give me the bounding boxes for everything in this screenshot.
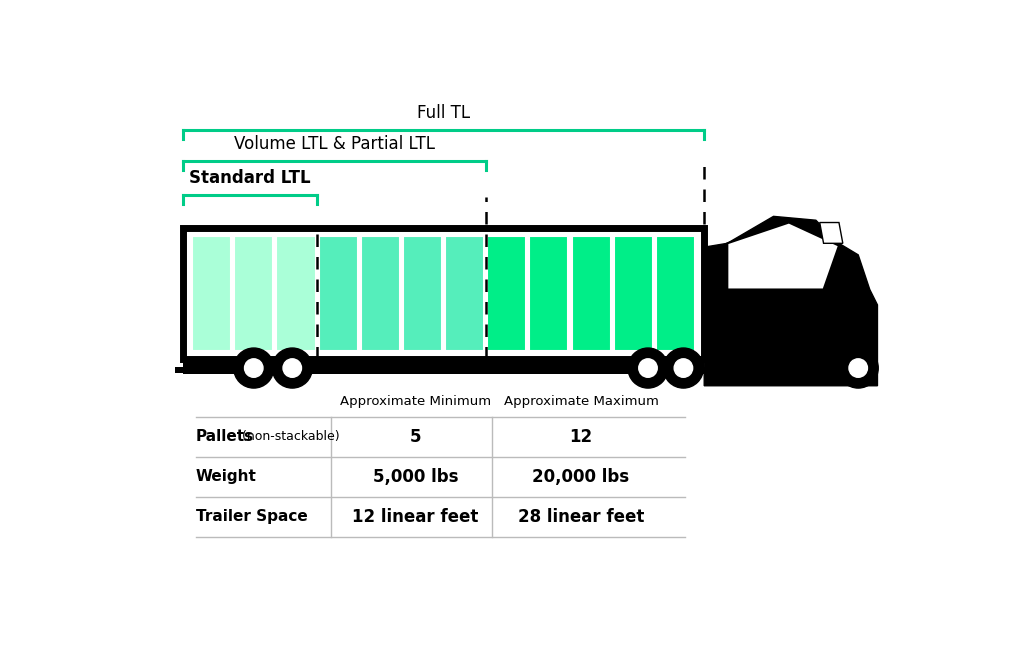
Bar	[571, 236, 610, 351]
Text: 5: 5	[410, 428, 421, 446]
Text: Weight: Weight	[196, 469, 257, 484]
Text: 5,000 lbs: 5,000 lbs	[373, 468, 458, 485]
Text: Approximate Maximum: Approximate Maximum	[504, 395, 658, 408]
Bar	[183, 359, 705, 374]
Circle shape	[283, 359, 301, 377]
Bar	[175, 367, 708, 373]
Polygon shape	[705, 216, 878, 386]
Bar	[234, 236, 273, 351]
Circle shape	[849, 359, 867, 377]
Text: 28 linear feet: 28 linear feet	[518, 507, 644, 526]
Bar	[360, 236, 399, 351]
Bar	[318, 236, 357, 351]
Circle shape	[664, 348, 703, 388]
Bar	[529, 236, 568, 351]
Circle shape	[674, 359, 692, 377]
Text: Standard LTL: Standard LTL	[189, 169, 311, 187]
Text: 12 linear feet: 12 linear feet	[352, 507, 478, 526]
Polygon shape	[727, 222, 839, 290]
Bar	[193, 236, 231, 351]
Text: 12: 12	[569, 428, 593, 446]
Text: 20,000 lbs: 20,000 lbs	[532, 468, 630, 485]
Circle shape	[233, 348, 273, 388]
Bar	[276, 236, 315, 351]
Circle shape	[839, 348, 879, 388]
Circle shape	[628, 348, 668, 388]
Text: Pallets: Pallets	[196, 429, 254, 444]
Bar	[656, 236, 695, 351]
Polygon shape	[819, 222, 843, 243]
Bar	[445, 236, 484, 351]
Bar	[487, 236, 526, 351]
Text: Full TL: Full TL	[417, 104, 470, 122]
Bar	[403, 236, 442, 351]
Text: (non-stackable): (non-stackable)	[238, 430, 340, 443]
Text: Approximate Minimum: Approximate Minimum	[340, 395, 492, 408]
Bar	[183, 228, 705, 359]
Circle shape	[639, 359, 657, 377]
Text: Trailer Space: Trailer Space	[196, 509, 308, 524]
Text: Volume LTL & Partial LTL: Volume LTL & Partial LTL	[233, 135, 435, 153]
Bar	[613, 236, 653, 351]
Circle shape	[245, 359, 263, 377]
Circle shape	[272, 348, 312, 388]
